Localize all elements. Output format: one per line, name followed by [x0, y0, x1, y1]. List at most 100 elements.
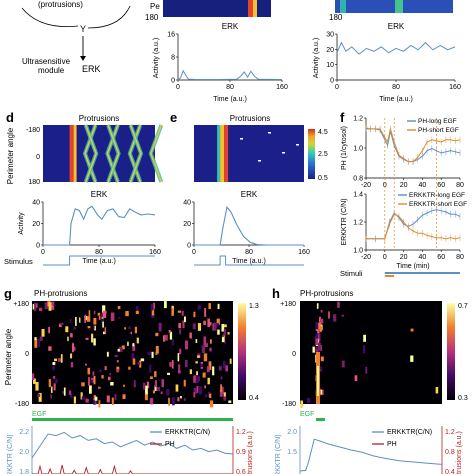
chart-e-xtick-label: 160 — [298, 249, 310, 256]
heatmap-speck — [34, 337, 37, 341]
heatmap-speck — [154, 371, 157, 378]
panel-f-top-ytick-label: 0.8 — [353, 176, 363, 183]
chart-d-erk-line — [43, 205, 156, 246]
heatmap-speck — [213, 322, 217, 331]
panel-d-ytick-top: -180 — [26, 127, 40, 134]
chart-h-left-label: ERKKTR (C/N) — [275, 434, 282, 474]
panel-b-xtick-label: 80 — [226, 84, 234, 91]
heatmap-speck — [223, 392, 226, 401]
heatmap-speck — [70, 362, 74, 368]
heatmap-speck — [97, 312, 101, 316]
chart-h-right-tick: 0.4 — [445, 469, 455, 474]
panel-d-ylabel: Perimeter angle — [6, 127, 15, 184]
front-teal — [217, 125, 221, 182]
chart-g-erk-line — [31, 431, 234, 459]
heatmap-speck — [172, 397, 175, 406]
panel-letter-h: h — [272, 286, 280, 301]
panel-c-title: ERK — [388, 22, 405, 31]
chart-g-legend-erk: ERKKTR(C/N) — [165, 429, 210, 436]
panel-e-erk-chart: ERK 0 20 40 0 80 160 Time (a.u.) — [183, 190, 310, 265]
heatmap-speck — [207, 377, 210, 385]
heatmap-speck — [55, 379, 58, 384]
panel-f-top-xtick-label: 40 — [419, 182, 427, 189]
heatmap-speck — [217, 329, 220, 335]
heatmap-speck — [48, 302, 52, 311]
panel-f-bottom-ytick-label: 1.0 — [353, 248, 363, 255]
panel-e-cbar-bot: 0.5 — [318, 175, 328, 182]
heatmap-speck — [210, 339, 212, 344]
heatmap-speck — [48, 379, 51, 388]
arrowhead-icon — [80, 56, 86, 61]
heatmap-speck — [50, 394, 52, 399]
heatmap-speck — [101, 318, 104, 324]
chart-g-left-tick: 2.0 — [19, 449, 29, 456]
wave-crest — [129, 124, 142, 183]
heatmap-speck — [315, 322, 319, 330]
heatmap-speck — [179, 328, 182, 335]
heatmap-speck — [185, 359, 188, 367]
wave-crest — [106, 124, 119, 183]
heatmap-speck — [193, 391, 196, 398]
heatmap-speck — [91, 333, 94, 343]
heatmap-speck — [41, 329, 45, 337]
panel-f-charts: 0.8 1.0 1.2 -20 0 20 40 60 80 PH (1/cytosol) 1.0 1.… — [340, 116, 467, 279]
heatmap-speck — [151, 309, 155, 316]
heatmap-speck — [38, 392, 42, 402]
chart-g-right-label: Protrusions (a.u.) — [247, 431, 254, 474]
panel-c-ylabel: Activity (a.u.) — [313, 38, 320, 78]
heatmap-speck — [98, 386, 101, 389]
heatmap-speck — [169, 331, 173, 340]
panel-f-top-legend-entry: PH-long EGF — [418, 118, 457, 125]
perimeter-label-fragment: Pe — [150, 2, 160, 11]
wave-crest — [84, 124, 98, 183]
heatmap-speck — [93, 318, 97, 325]
panel-b-ytick-label: 8 — [171, 55, 175, 62]
protrusions-node-label: (protrusions) — [38, 0, 83, 9]
panel-c-xtick-label: 80 — [392, 84, 400, 91]
heatmap-speck — [196, 386, 199, 393]
heatmap-speck — [92, 371, 95, 376]
panel-h-trace-chart: 2.0 1.5 1.2 0.8 0.4 ERKKTR (C/N) Protrusions (… — [275, 426, 463, 474]
heatmap-speck — [155, 332, 159, 337]
panel-c-erk-chart: ERK 0 10 20 30 0 80 160 Activity (a.u.) Time (a.u… — [313, 22, 461, 103]
chart-h-erk-line — [299, 438, 443, 472]
heatmap-speck — [107, 376, 111, 381]
panel-f-bottom-xtick-label: 40 — [419, 254, 427, 261]
module-label-1: Ultrasensitive — [22, 57, 71, 66]
panel-h-ytick-mid: 0 — [292, 351, 296, 358]
heatmap-speck — [84, 314, 87, 323]
heatmap-speck — [128, 326, 132, 329]
panel-h-cbar-bot: 0.3 — [458, 395, 468, 402]
heatmap-speck — [317, 329, 320, 336]
chart-e-ytick-label: 40 — [183, 200, 191, 207]
diagram-arrow-right — [87, 5, 131, 29]
heatmap-speck — [178, 323, 181, 329]
panel-f-stimuli-label: Stimuli — [340, 269, 363, 278]
panel-f-bottom-legend-entry: ERKKTR-long EGF — [409, 192, 465, 199]
heatmap-speck — [196, 371, 198, 377]
heatmap-speck — [203, 353, 208, 362]
heatmap-speck — [183, 379, 186, 387]
heatmap-speck — [35, 382, 39, 391]
panel-f-top-xtick-label: 0 — [383, 182, 387, 189]
heatmap-e-speck — [296, 144, 299, 146]
heatmap-speck — [142, 382, 146, 390]
heatmap-speck — [104, 327, 107, 334]
heatmap-speck — [354, 375, 358, 381]
panel-f-top-legend-entry: PH-short EGF — [418, 127, 459, 134]
chart-h-left-tick: 1.5 — [287, 449, 297, 456]
panel-b-xtick-label: 160 — [276, 84, 288, 91]
heatmap-speck — [118, 316, 121, 319]
heatmap-speck — [140, 358, 145, 362]
heatmap-speck — [114, 393, 117, 401]
heatmap-speck — [206, 366, 210, 373]
panel-h-cbar-top: 0.7 — [458, 303, 468, 310]
heatmap-speck — [132, 343, 135, 347]
panel-e-heatmap — [194, 125, 304, 182]
heatmap-speck — [73, 396, 76, 404]
chart-g-left-tick: 1.8 — [19, 469, 29, 474]
heatmap-speck — [164, 301, 167, 309]
heatmap-speck — [223, 360, 226, 369]
heatmap-c-stripe — [340, 0, 346, 13]
chart-e-ytick-label: 0 — [187, 243, 191, 250]
